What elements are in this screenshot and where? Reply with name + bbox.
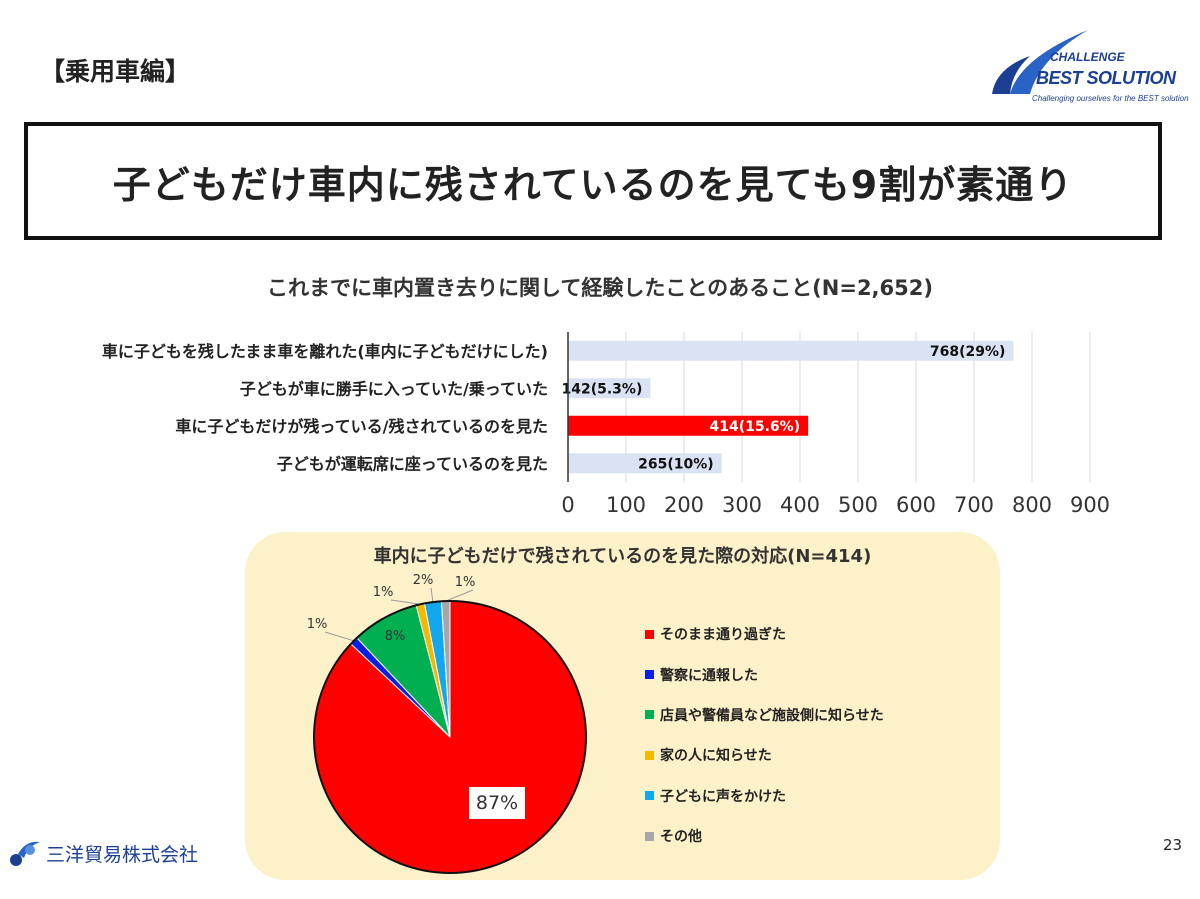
legend-item: そのまま通り過ぎた (645, 614, 884, 654)
slice-label: 1% (455, 575, 476, 590)
slice-label: 87% (476, 792, 518, 814)
x-tick-label: 200 (664, 493, 704, 517)
legend-label: 子どもに声をかけた (660, 788, 786, 805)
leader-line (430, 587, 434, 603)
leader-line (390, 599, 421, 605)
legend-swatch (645, 791, 654, 801)
data-label: 768(29%) (930, 344, 1006, 360)
category-label: 車に子どもを残したまま車を離れた(車内に子どもだけにした) (102, 342, 548, 361)
legend-label: その他 (660, 829, 702, 846)
bar (568, 415, 809, 436)
x-tick-label: 0 (561, 493, 574, 517)
slice-label: 8% (385, 629, 406, 644)
legend-swatch (645, 629, 654, 639)
legend-item: 警察に通報した (645, 654, 884, 694)
x-tick-label: 800 (1012, 493, 1052, 517)
legend-swatch (645, 710, 654, 720)
section-tag: 【乗用車編】 (40, 57, 191, 86)
data-label: 265(10%) (638, 456, 714, 472)
bar (568, 378, 651, 399)
category-label: 車に子どもだけが残っている/残されているのを見た (175, 417, 548, 436)
swoosh-icon (992, 30, 1088, 94)
data-label: 414(15.6%) (710, 419, 801, 435)
slice-label: 1% (307, 617, 328, 632)
pie-outline (313, 600, 587, 874)
page-number: 23 (1163, 836, 1183, 854)
pie-chart-title: 車内に子どもだけで残されているのを見た際の対応(N=414) (373, 546, 872, 567)
x-tick-label: 500 (838, 493, 878, 517)
legend-swatch (645, 831, 654, 841)
company-logo-icon (10, 841, 40, 866)
label-box (469, 787, 525, 819)
legend-item: 子どもに声をかけた (645, 776, 884, 816)
headline-box: 子どもだけ車内に残されているのを見ても9割が素通り (24, 122, 1162, 240)
bar (568, 340, 1014, 361)
legend-label: そのまま通り過ぎた (660, 627, 786, 644)
legend-item: その他 (645, 816, 884, 856)
pie-chart: 87% 1% 8% 1% 2% 1% (307, 573, 587, 874)
pie-legend: そのまま通り過ぎた 警察に通報した店員や警備員など施設側に知らせた 家の人に知らせた… (645, 614, 884, 856)
category-label: 子どもが運転席に座っているのを見た (277, 454, 548, 473)
x-tick-label: 400 (780, 493, 820, 517)
x-tick-label: 600 (896, 493, 936, 517)
bar-chart-title: これまでに車内置き去りに関して経験したことのあること(N=2,652) (267, 276, 933, 300)
x-tick-label: 300 (722, 493, 762, 517)
company-name: 三洋貿易株式会社 (46, 843, 199, 866)
bar-chart: 0 100 200 300 400 500 600 700 800 900 車に子どもを残したまま車… (102, 332, 1110, 517)
legend-swatch (645, 670, 654, 680)
x-tick-label: 700 (954, 493, 994, 517)
legend-swatch (645, 750, 654, 760)
logo-line-1: CHALLENGE (1050, 50, 1125, 64)
legend-item: 店員や警備員など施設側に知らせた (645, 695, 884, 735)
legend-label: 店員や警備員など施設側に知らせた (660, 707, 884, 724)
data-label: 142(5.3%) (562, 381, 643, 397)
x-tick-label: 900 (1070, 493, 1110, 517)
page-title: 子どもだけ車内に残されているのを見ても9割が素通り (112, 162, 1074, 207)
legend-item: 家の人に知らせた (645, 735, 884, 775)
legend-label: 家の人に知らせた (660, 748, 772, 765)
bar (568, 453, 722, 474)
legend-label: 警察に通報した (660, 667, 758, 684)
logo-line-2: BEST SOLUTION (1036, 68, 1176, 88)
pie-panel: 車内に子どもだけで残されているのを見た際の対応(N=414) 87% 1% 8% 1%… (245, 532, 1000, 880)
leader-line (445, 589, 474, 602)
logo-tagline: Challenging ourselves for the BEST solut… (1032, 94, 1189, 103)
category-label: 子どもが車に勝手に入っていた/乗っていた (240, 379, 548, 398)
leader-line (324, 631, 354, 642)
company-mark: 三洋貿易株式会社 (8, 838, 198, 868)
brand-logo: CHALLENGE BEST SOLUTION Challenging ours… (990, 28, 1190, 108)
slice-label: 1% (373, 585, 394, 600)
x-tick-label: 100 (606, 493, 646, 517)
slice-label: 2% (413, 573, 434, 588)
